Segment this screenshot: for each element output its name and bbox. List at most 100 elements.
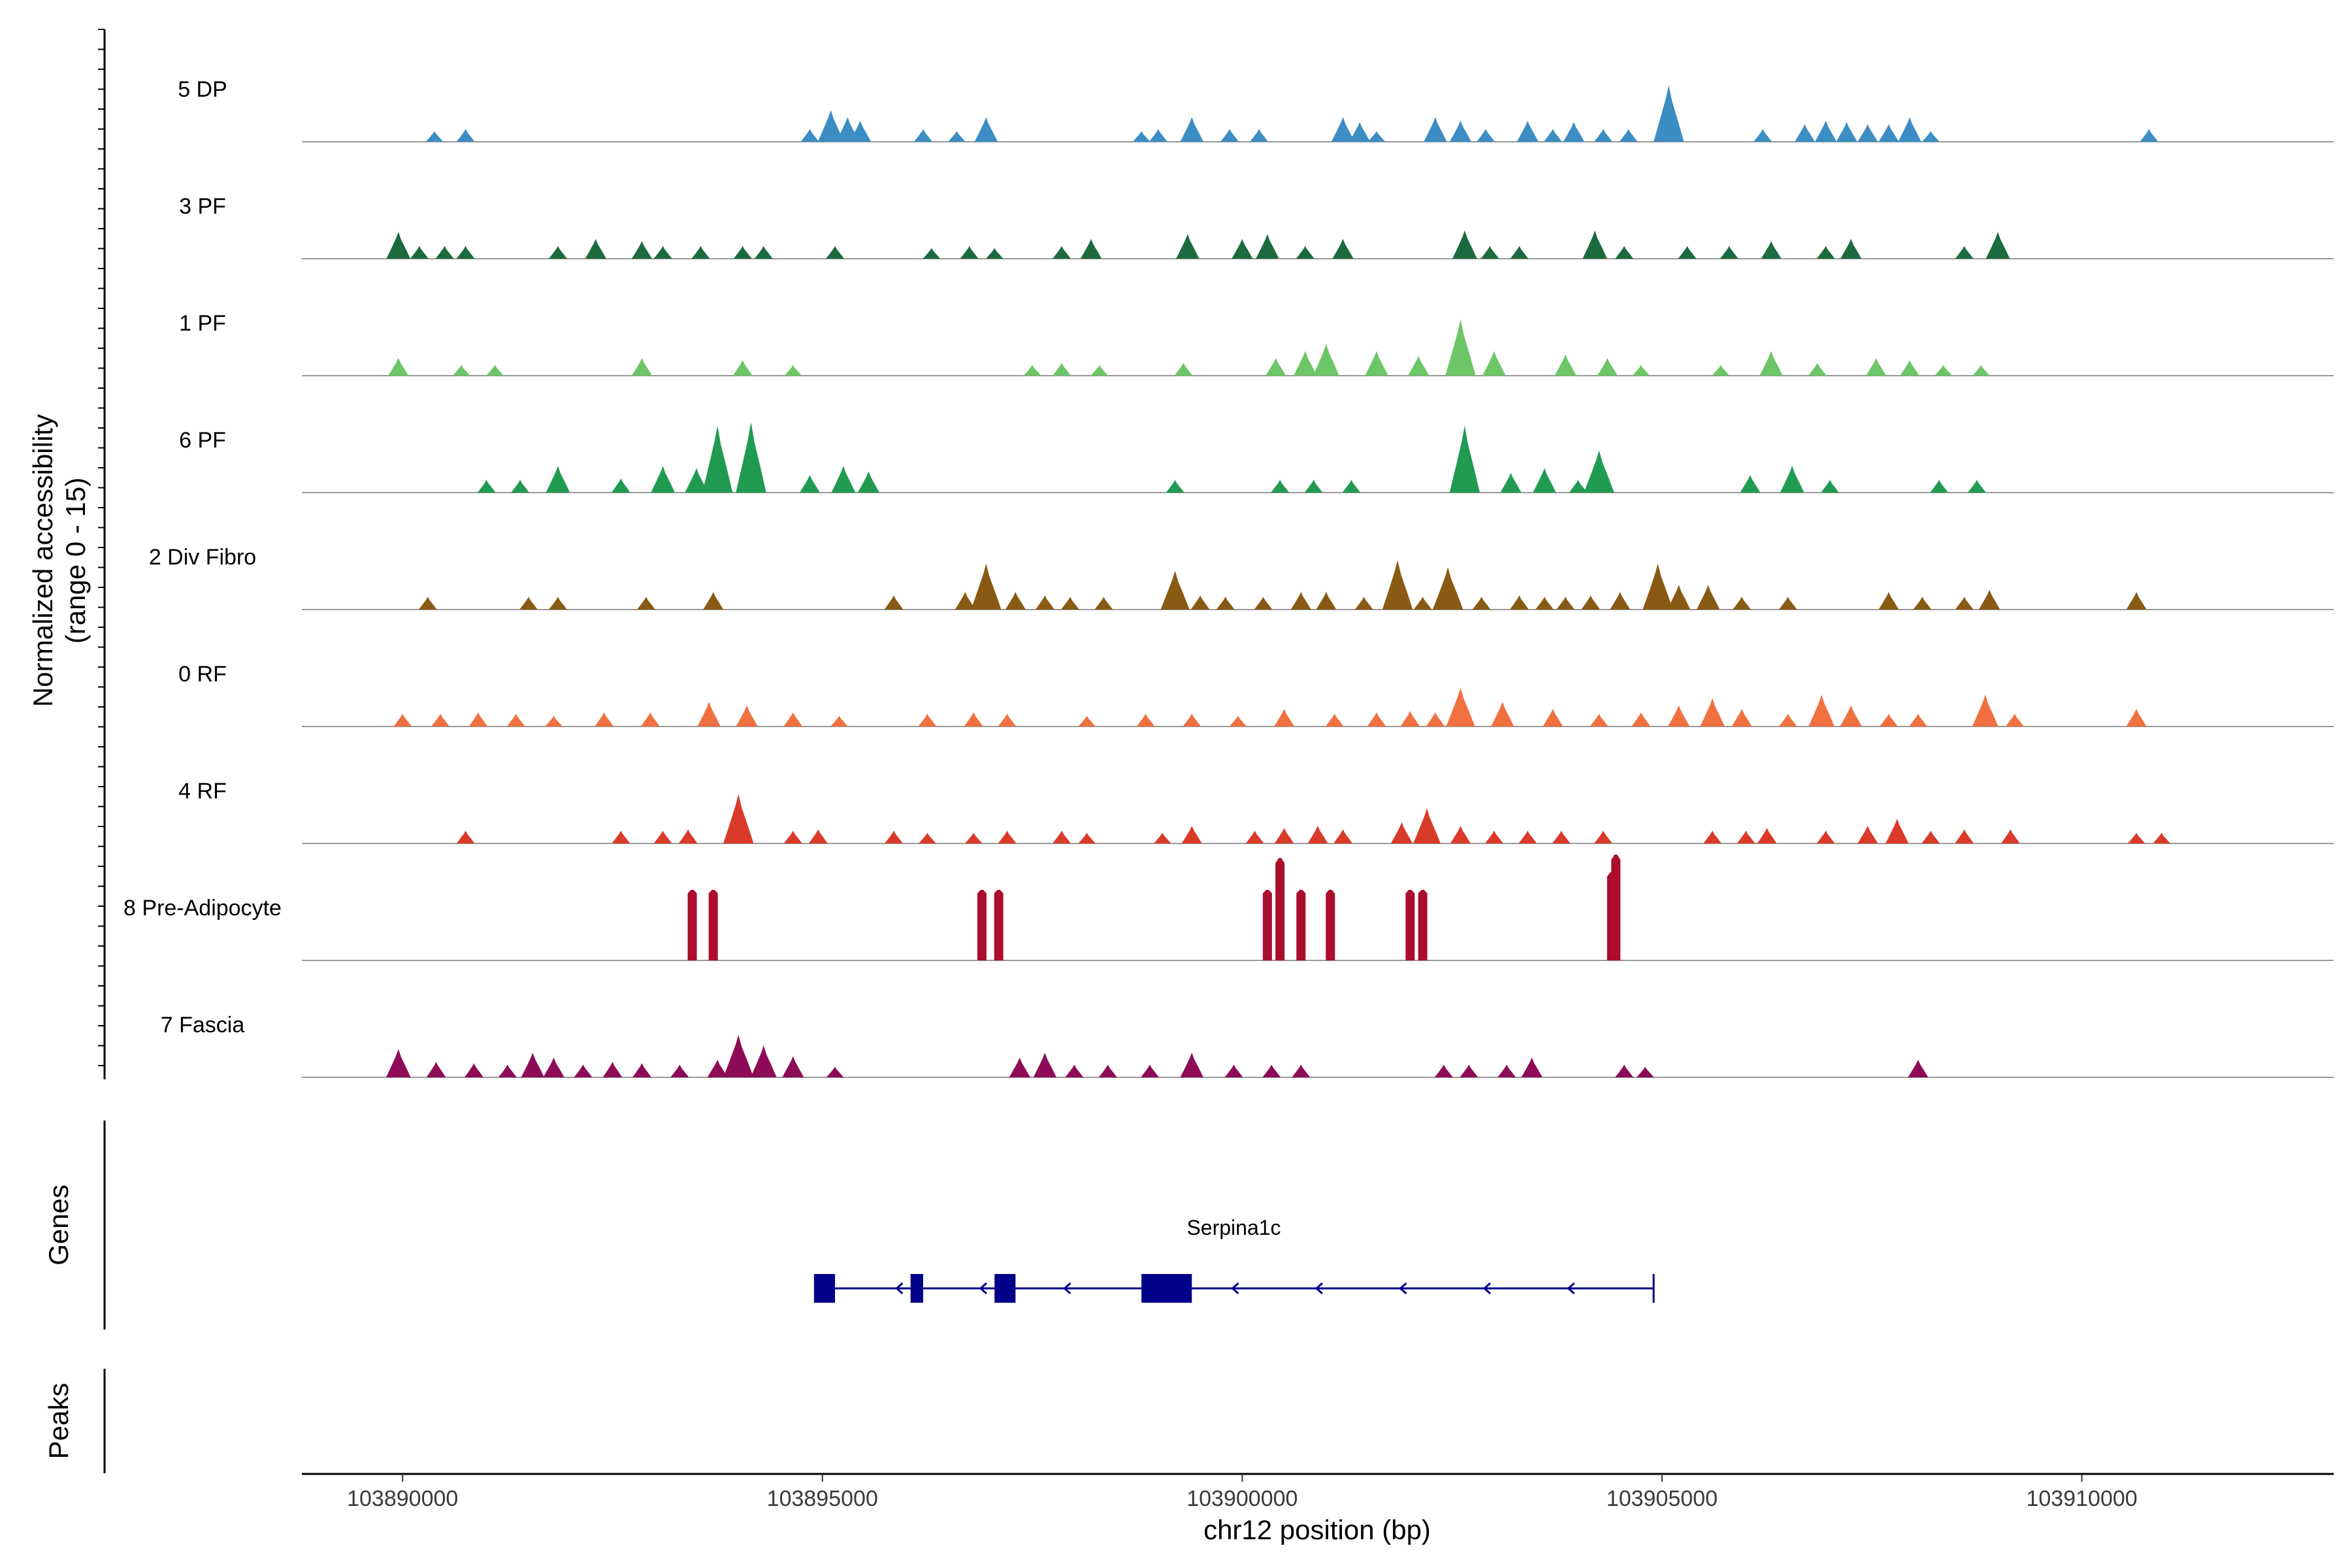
coverage-peak [1408,355,1429,376]
coverage-peak [1316,592,1337,610]
coverage-peak [543,1057,564,1077]
coverage-peak [754,246,773,259]
coverage-peak [1149,129,1168,142]
coverage-peak [1078,832,1096,843]
coverage-peak [653,246,672,259]
coverage-peak [1090,365,1109,376]
track-label-8-pre-adipocyte: 8 Pre-Adipocyte [123,896,282,921]
gene-strand-arrow [1231,1282,1239,1295]
coverage-peak [1460,1064,1478,1077]
coverage-peak [670,1064,689,1077]
coverage-peak [631,358,652,376]
coverage-peak [960,246,979,259]
coverage-peak [1878,592,1899,610]
coverage-peak [611,478,630,493]
coverage-peak [1333,829,1352,843]
coverage-peak [521,1053,545,1077]
gene-strand-arrow [1399,1282,1407,1295]
coverage-peak [1696,585,1720,610]
coverage-peak [782,1056,804,1077]
coverage-peak [1413,596,1432,610]
gene-strand-arrow [895,1282,904,1295]
track-4-rf: 4 RF [178,779,2334,844]
track-2-div-fibro: 2 Div Fibro [149,545,2334,610]
coverage-bar [1405,890,1415,960]
coverage-peak [1271,480,1290,493]
coverage-peak [1978,589,2001,610]
coverage-peak [1432,567,1463,610]
coverage-peak [678,829,698,843]
coverage-peak [964,832,983,843]
coverage-peak [702,425,733,493]
x-tick-label: 103910000 [2026,1486,2137,1511]
coverage-peak [1740,475,1761,493]
coverage-peak [923,248,941,259]
coverage-peak [1065,1064,1084,1077]
coverage-peak [703,592,724,610]
coverage-peak [1590,713,1609,727]
coverage-peak [783,830,802,843]
coverage-peak [1400,711,1420,727]
coverage-peak [1900,360,1919,376]
coverage-peak [1667,585,1691,610]
coverage-peak [1857,826,1878,843]
coverage-peak [1098,1064,1117,1077]
coverage-peak [1274,828,1294,843]
coverage-peak [1535,596,1554,610]
coverage-peak [1292,1064,1311,1077]
coverage-peak [1814,120,1837,142]
coverage-peak [456,129,475,142]
coverage-peak [1778,713,1797,727]
coverage-peak [1053,363,1071,376]
coverage-peak [1035,595,1054,610]
coverage-peak [602,1062,623,1077]
coverage-peak [574,1064,593,1077]
coverage-peak [1610,592,1631,610]
coverage-peak [1176,234,1200,259]
coverage-peak [1053,246,1071,259]
coverage-peak [1266,358,1286,376]
coverage-peak [964,712,983,727]
coverage-peak [1967,480,1986,493]
coverage-peak [1426,712,1445,727]
coverage-peak [1132,131,1151,142]
coverage-peak [1913,596,1932,610]
coverage-peak [1480,246,1499,259]
coverage-peak [1878,124,1899,142]
coverage-peak [1921,131,1940,142]
coverage-peak [486,365,504,376]
coverage-peak [1500,472,1522,493]
coverage-peak [1886,819,1909,843]
coverage-peak [1581,595,1601,610]
coverage-peak [1898,117,1921,142]
coverage-peak [1582,230,1607,259]
coverage-peak [826,1066,844,1077]
coverage-peak [1840,705,1862,727]
coverage-peak [1254,596,1273,610]
coverage-peak [631,241,652,259]
coverage-peak [1543,709,1563,727]
coverage-peak [830,715,848,727]
coverage-peak [640,712,660,727]
coverage-peak [1256,234,1279,259]
coverage-peak [733,246,752,259]
coverage-peak [1023,365,1041,376]
coverage-peak [1245,830,1264,843]
track-1-pf: 1 PF [179,311,2334,376]
coverage-peak [885,830,903,843]
coverage-peak [1497,1064,1516,1077]
coverage-peak [511,480,530,493]
coverage-peak [1619,129,1638,142]
coverage-peak [1141,1064,1159,1077]
coverage-peak [1737,830,1756,843]
coverage-peak [653,830,672,843]
coverage-peak [1174,363,1193,376]
coverage-peak [1262,1064,1281,1077]
coverage-peak [1304,480,1323,493]
coverage-bar [1275,858,1285,960]
coverage-peak [1516,120,1539,142]
coverage-peak [1477,129,1495,142]
coverage-peak [1220,129,1239,142]
coverage-peak [1060,596,1079,610]
coverage-peak [817,110,844,142]
